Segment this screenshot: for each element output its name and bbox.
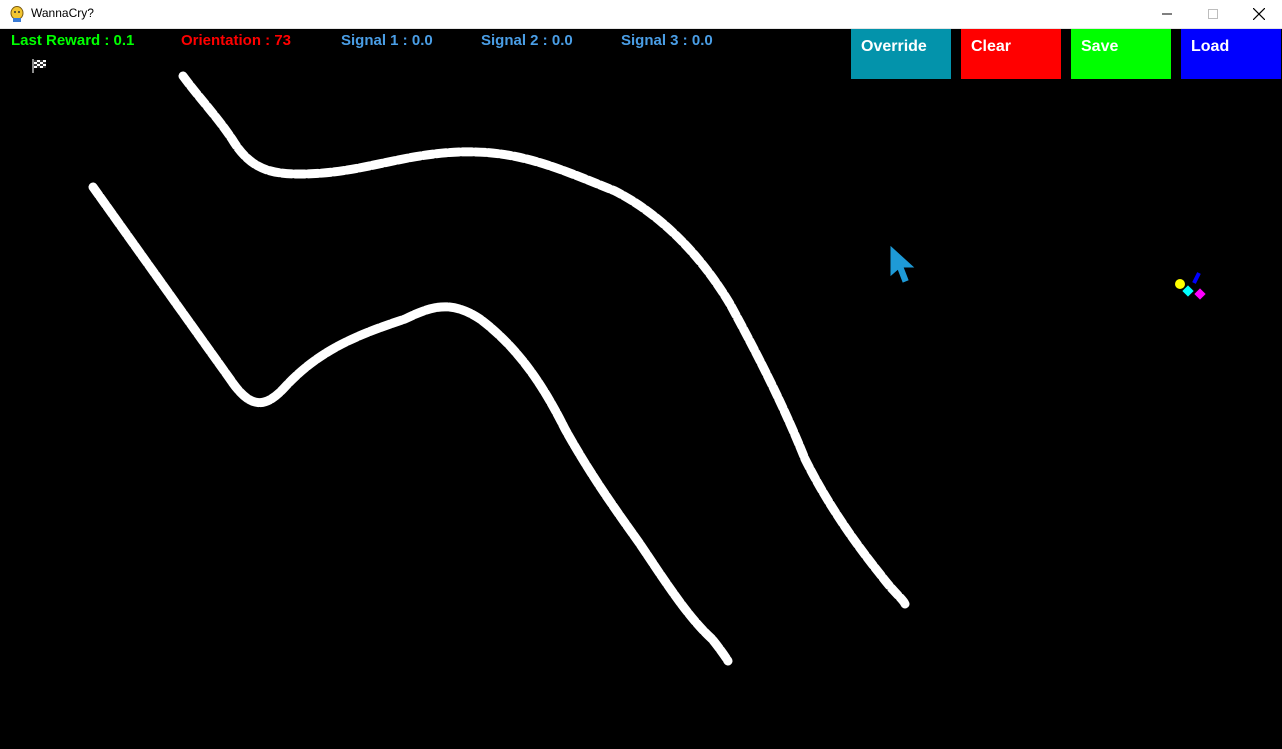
checkered-flag-icon	[32, 59, 46, 73]
override-button[interactable]: Override	[851, 29, 951, 79]
game-canvas[interactable]: Last Reward : 0.1 Orientation : 73 Signa…	[0, 29, 1282, 749]
road-line-upper	[178, 71, 910, 609]
orientation-label: Orientation : 73	[181, 32, 292, 49]
road-line-lower	[88, 182, 733, 666]
maximize-button[interactable]	[1190, 0, 1236, 28]
signal-1-label: Signal 1 : 0.0	[341, 32, 433, 49]
save-button[interactable]: Save	[1071, 29, 1171, 79]
car-body	[1192, 272, 1201, 284]
sensor-2	[1182, 285, 1194, 297]
sensor-3	[1194, 288, 1206, 300]
title-bar[interactable]: WannaCry?	[0, 0, 1282, 29]
window-title: WannaCry?	[31, 6, 94, 20]
close-button[interactable]	[1236, 0, 1282, 28]
signal-3-label: Signal 3 : 0.0	[621, 32, 713, 49]
pygame-app-icon	[10, 6, 24, 22]
load-button[interactable]: Load	[1181, 29, 1281, 79]
clear-button[interactable]: Clear	[961, 29, 1061, 79]
minimize-button[interactable]	[1144, 0, 1190, 28]
car-sensors-icon[interactable]	[1172, 269, 1212, 305]
sensor-1	[1175, 279, 1185, 289]
last-reward-label: Last Reward : 0.1	[11, 32, 135, 49]
minimize-icon	[1162, 13, 1172, 15]
close-icon	[1253, 8, 1265, 20]
signal-2-label: Signal 2 : 0.0	[481, 32, 573, 49]
mouse-cursor-icon	[890, 245, 915, 283]
maximize-icon	[1208, 9, 1218, 19]
road-drawing	[88, 71, 910, 666]
